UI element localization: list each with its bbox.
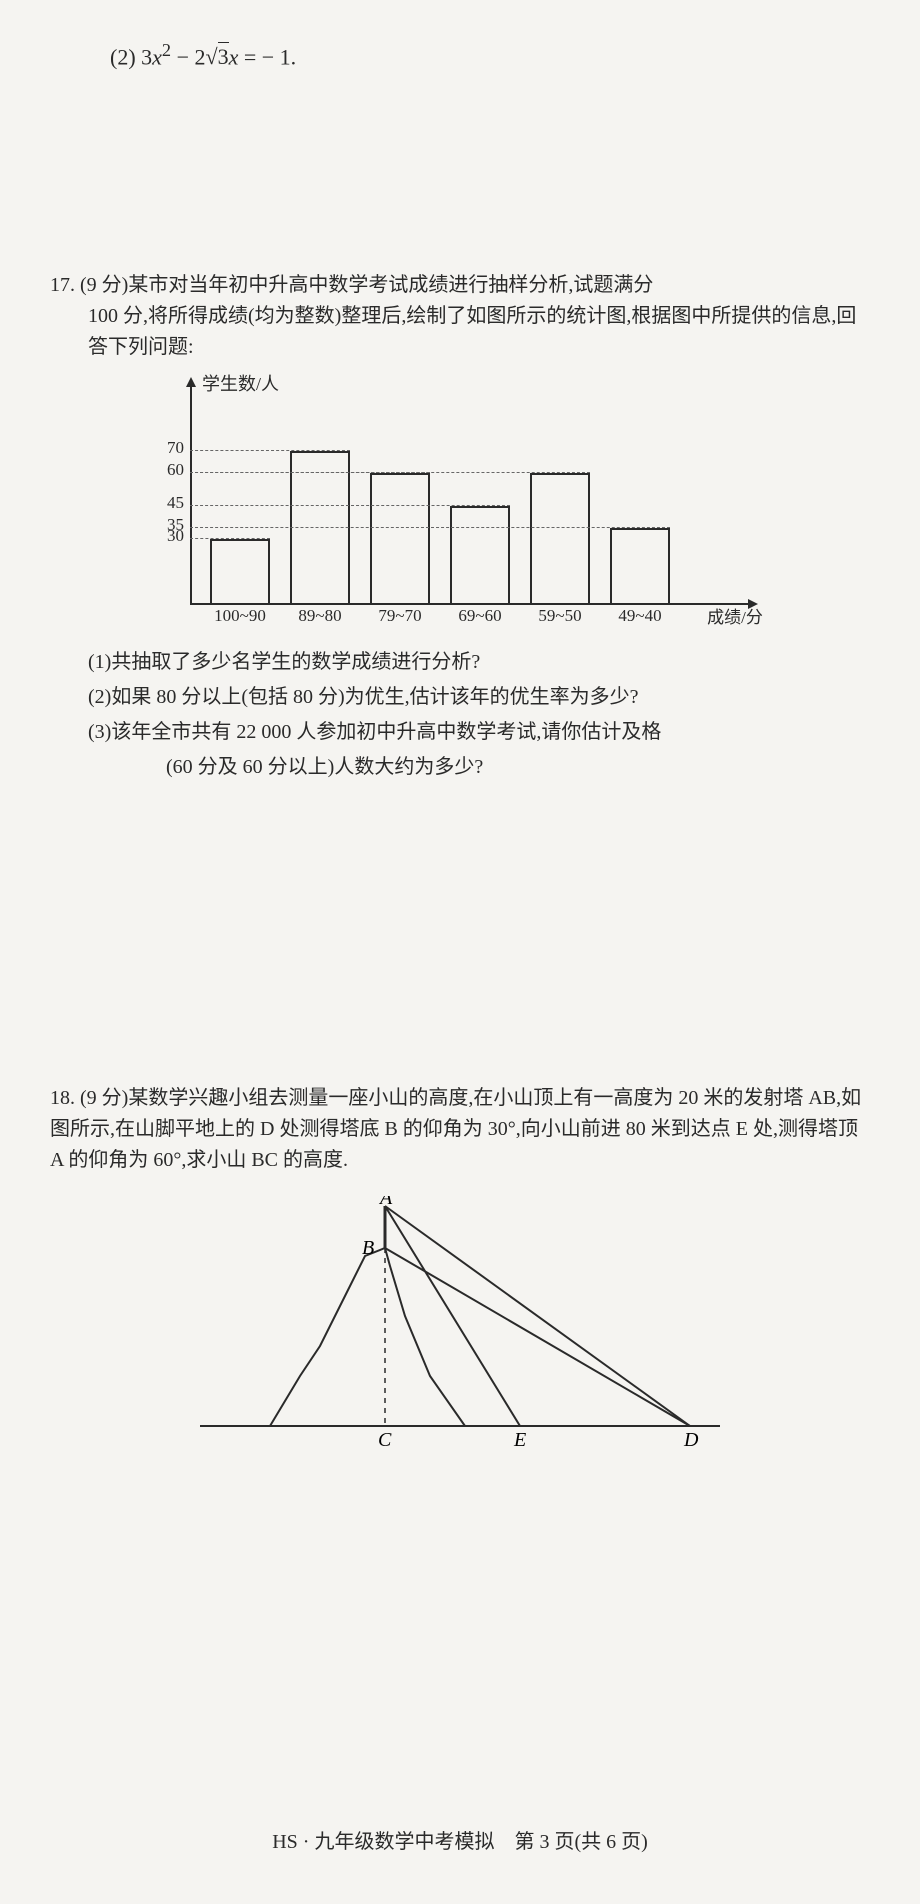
y-axis xyxy=(190,385,192,605)
problem-17: 17. (9 分)某市对当年初中升高中数学考试成绩进行抽样分析,试题满分 100… xyxy=(50,270,870,783)
x-tick-label: 59~50 xyxy=(520,603,600,629)
mountain-diagram: A B C E D xyxy=(180,1196,740,1456)
guide-dash xyxy=(190,472,590,473)
histogram-chart: 学生数/人 7060453530100~9089~8079~7069~6059~… xyxy=(130,375,770,635)
histogram-bar xyxy=(370,473,430,605)
sub-question-3b: (60 分及 60 分以上)人数大约为多少? xyxy=(88,752,870,783)
x-axis-title: 成绩/分 xyxy=(690,605,780,631)
problem-number: 18. xyxy=(50,1087,75,1109)
label-e: E xyxy=(513,1429,526,1451)
x-tick-label: 49~40 xyxy=(600,603,680,629)
eq-suffix: = − 1. xyxy=(238,44,296,69)
problem-points: (9 分) xyxy=(80,274,128,296)
mountain-outline xyxy=(270,1248,465,1426)
sub-question-2: (2)如果 80 分以上(包括 80 分)为优生,估计该年的优生率为多少? xyxy=(88,682,870,713)
eq-exp: 2 xyxy=(162,40,171,60)
eq-part-label: (2) xyxy=(110,44,136,69)
label-c: C xyxy=(378,1429,392,1451)
y-tick-label: 60 xyxy=(148,457,184,483)
x-tick-label: 89~80 xyxy=(280,603,360,629)
histogram-bar xyxy=(610,528,670,605)
problem-stem: 某数学兴趣小组去测量一座小山的高度,在小山顶上有一高度为 20 米的发射塔 AB… xyxy=(50,1087,861,1171)
sub-question-1: (1)共抽取了多少名学生的数学成绩进行分析? xyxy=(88,647,870,678)
page-footer: HS · 九年级数学中考模拟 第 3 页(共 6 页) xyxy=(50,1825,870,1854)
guide-dash xyxy=(190,538,270,539)
label-b: B xyxy=(362,1237,374,1259)
eq-var1: x xyxy=(152,44,162,69)
x-tick-label: 69~60 xyxy=(440,603,520,629)
x-tick-label: 100~90 xyxy=(200,603,280,629)
eq-coef: 3 xyxy=(141,44,152,69)
spacer xyxy=(50,823,870,1083)
sub-question-3a: (3)该年全市共有 22 000 人参加初中升高中数学考试,请你估计及格 xyxy=(88,717,870,748)
problem-number: 17. xyxy=(50,274,75,296)
eq-var2: x xyxy=(229,44,239,69)
histogram-bar xyxy=(450,506,510,605)
guide-dash xyxy=(190,505,510,506)
y-tick-label: 30 xyxy=(148,523,184,549)
problem-stem-1: 某市对当年初中升高中数学考试成绩进行抽样分析,试题满分 xyxy=(128,274,653,296)
y-axis-title: 学生数/人 xyxy=(202,371,279,399)
guide-dash xyxy=(190,527,670,528)
label-d: D xyxy=(683,1429,699,1451)
problem-stem-2: 100 分,将所得成绩(均为整数)整理后,绘制了如图所示的统计图,根据图中所提供… xyxy=(88,301,870,363)
histogram-bar xyxy=(210,539,270,605)
equation-16-2: (2) 3x2 − 23x = − 1. xyxy=(110,40,870,70)
label-a: A xyxy=(378,1196,393,1209)
line-bd xyxy=(385,1248,690,1426)
eq-radicand: 3 xyxy=(218,42,229,70)
problem-18: 18. (9 分)某数学兴趣小组去测量一座小山的高度,在小山顶上有一高度为 20… xyxy=(50,1083,870,1456)
histogram-bar xyxy=(290,451,350,605)
line-ad xyxy=(385,1206,690,1426)
problem-points: (9 分) xyxy=(80,1087,128,1109)
histogram-bar xyxy=(530,473,590,605)
sqrt-icon: 3 xyxy=(206,42,229,70)
eq-mid: − 2 xyxy=(171,44,205,69)
x-tick-label: 79~70 xyxy=(360,603,440,629)
guide-dash xyxy=(190,450,350,451)
